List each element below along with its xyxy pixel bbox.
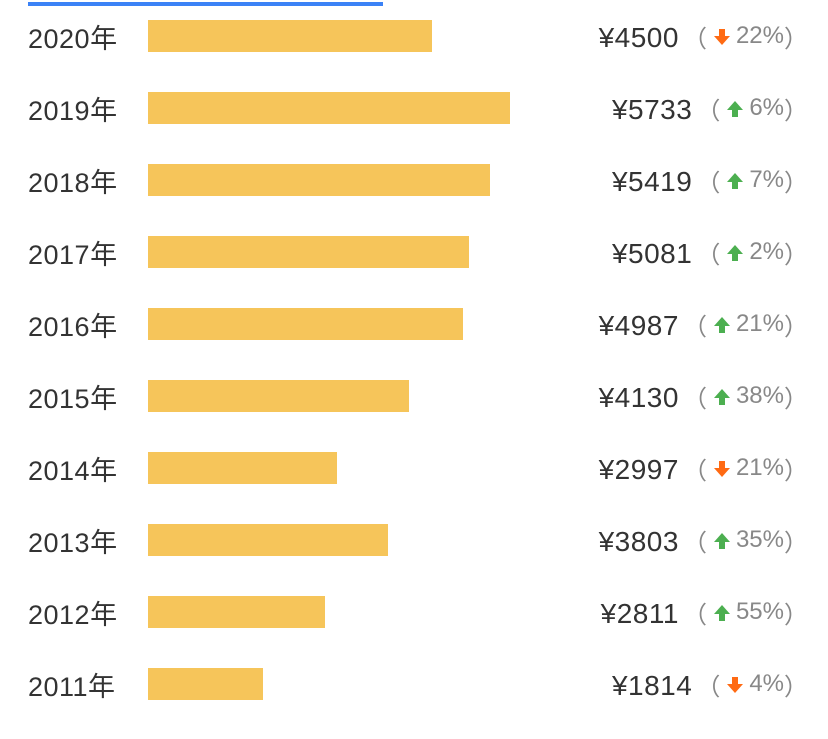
bar [148,380,409,412]
year-label: 2012年 [28,593,148,632]
value: ¥4130 [599,382,679,414]
change-pct: 4% [749,670,784,698]
value-area: ¥5419（7%） [510,163,812,198]
bar-area [148,668,510,700]
bar-area [148,380,510,412]
year-label: 2015年 [28,377,148,416]
year-label: 2011年 [28,665,148,704]
bar-area [148,524,510,556]
year-label: 2013年 [28,521,148,560]
bar [148,668,263,700]
chart-row: 2011年¥1814（4%） [28,668,812,700]
change-indicator: （35%） [683,523,808,558]
change-indicator: （7%） [696,163,808,198]
year-label: 2018年 [28,161,148,200]
chart-row: 2018年¥5419（7%） [28,164,812,196]
change-indicator: （21%） [683,451,808,486]
value-area: ¥2811（55%） [510,595,812,630]
bar-area [148,20,510,52]
change-indicator: （38%） [683,379,808,414]
value: ¥5081 [612,238,692,270]
value-area: ¥5733（6%） [510,91,812,126]
salary-trend-chart: 2020年¥4500（22%）2019年¥5733（6%）2018年¥5419（… [0,6,828,700]
bar-area [148,92,510,124]
bar-area [148,236,510,268]
value: ¥4987 [599,310,679,342]
bar [148,20,432,52]
bar [148,164,490,196]
value-area: ¥2997（21%） [510,451,812,486]
value: ¥5419 [612,166,692,198]
year-label: 2014年 [28,449,148,488]
bar-area [148,164,510,196]
value: ¥2811 [601,598,679,630]
chart-row: 2020年¥4500（22%） [28,20,812,52]
change-indicator: （6%） [696,91,808,126]
chart-row: 2012年¥2811（55%） [28,596,812,628]
value: ¥1814 [612,670,692,702]
change-pct: 2% [749,238,784,266]
change-pct: 7% [749,166,784,194]
value-area: ¥4500（22%） [510,19,812,54]
bar [148,596,325,628]
bar [148,524,388,556]
value-area: ¥3803（35%） [510,523,812,558]
bar [148,236,469,268]
chart-row: 2015年¥4130（38%） [28,380,812,412]
change-pct: 55% [736,598,784,626]
value-area: ¥4130（38%） [510,379,812,414]
bar [148,308,463,340]
change-indicator: （2%） [696,235,808,270]
change-indicator: （21%） [683,307,808,342]
bar-area [148,308,510,340]
value-area: ¥1814（4%） [510,667,812,702]
chart-row: 2016年¥4987（21%） [28,308,812,340]
change-indicator: （55%） [683,595,808,630]
chart-row: 2017年¥5081（2%） [28,236,812,268]
value: ¥5733 [612,94,692,126]
chart-row: 2019年¥5733（6%） [28,92,812,124]
bar [148,92,510,124]
change-indicator: （22%） [683,19,808,54]
value: ¥3803 [599,526,679,558]
change-indicator: （4%） [696,667,808,702]
chart-row: 2014年¥2997（21%） [28,452,812,484]
change-pct: 6% [749,94,784,122]
change-pct: 21% [736,310,784,338]
value-area: ¥4987（21%） [510,307,812,342]
value-area: ¥5081（2%） [510,235,812,270]
bar [148,452,337,484]
year-label: 2019年 [28,89,148,128]
change-pct: 38% [736,382,784,410]
year-label: 2016年 [28,305,148,344]
year-label: 2017年 [28,233,148,272]
value: ¥4500 [599,22,679,54]
change-pct: 35% [736,526,784,554]
value: ¥2997 [599,454,679,486]
bar-area [148,596,510,628]
year-label: 2020年 [28,17,148,56]
change-pct: 22% [736,22,784,50]
chart-row: 2013年¥3803（35%） [28,524,812,556]
change-pct: 21% [736,454,784,482]
bar-area [148,452,510,484]
